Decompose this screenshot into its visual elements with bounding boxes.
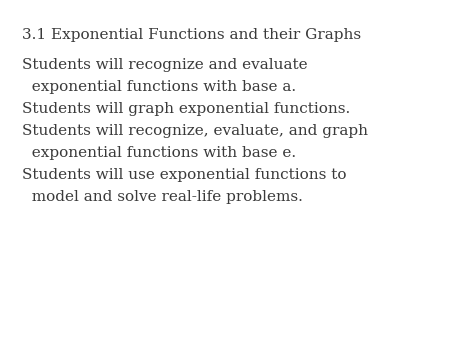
Text: model and solve real-life problems.: model and solve real-life problems. <box>22 190 303 204</box>
Text: Students will graph exponential functions.: Students will graph exponential function… <box>22 102 350 116</box>
Text: exponential functions with base a.: exponential functions with base a. <box>22 80 296 94</box>
Text: Students will recognize and evaluate: Students will recognize and evaluate <box>22 58 308 72</box>
Text: Students will use exponential functions to: Students will use exponential functions … <box>22 168 346 182</box>
Text: 3.1 Exponential Functions and their Graphs: 3.1 Exponential Functions and their Grap… <box>22 28 361 42</box>
Text: Students will recognize, evaluate, and graph: Students will recognize, evaluate, and g… <box>22 124 368 138</box>
Text: exponential functions with base e.: exponential functions with base e. <box>22 146 296 160</box>
